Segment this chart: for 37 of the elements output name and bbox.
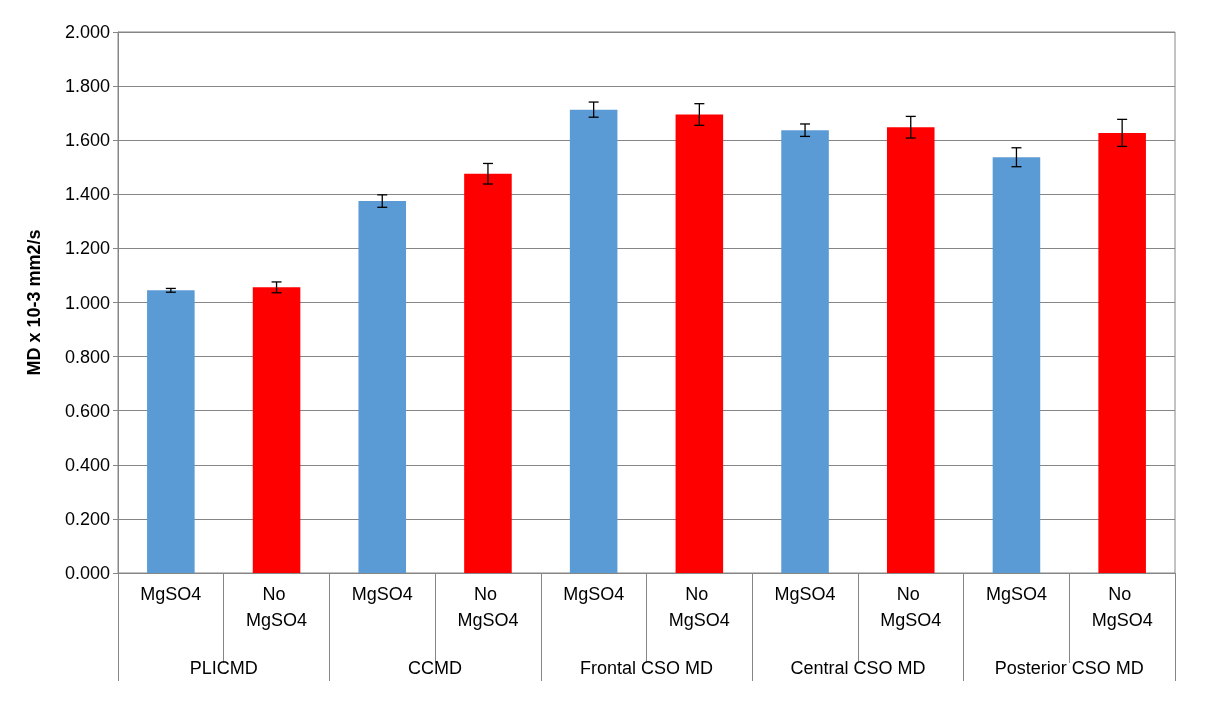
y-tick-label: 2.000 [64,22,110,42]
bar [569,109,618,573]
bar [147,290,195,573]
text: PLICMD [189,658,258,678]
x-tick-label: No MgSO4 [246,584,308,630]
text: Frontal CSO MD [579,658,714,678]
x-tick-label: MgSO4 [563,584,625,604]
x-tick-label: MgSO4 [985,584,1047,604]
text: CCMD [408,658,463,678]
y-tick-label: 1.400 [64,184,110,205]
y-tick-label: 1.200 [64,238,110,259]
bar [675,114,724,573]
y-tick-label: 1.000 [64,292,110,313]
bar [358,201,407,573]
text: Posterior CSO MD [994,658,1144,678]
bar [464,173,512,573]
y-tick-label: 0.200 [64,508,110,529]
bar [1098,132,1146,573]
text: Central CSO MD [790,658,926,678]
bar [252,287,301,573]
y-tick-label: 1.600 [64,130,110,151]
x-tick-label: MgSO4 [774,584,836,604]
y-tick-label: 0.600 [64,400,110,421]
bar [886,127,935,573]
y-tick-label: 0.000 [64,563,110,583]
bar [781,130,829,573]
y-tick-label: 0.800 [64,346,110,367]
y-tick-label: 1.800 [64,76,110,97]
x-tick-label: No MgSO4 [457,584,519,630]
x-tick-label: No MgSO4 [1091,584,1153,630]
y-axis-title: MD x 10-3 mm2/s [24,229,44,376]
x-tick-label: MgSO4 [140,584,202,604]
y-tick-label: 0.400 [64,454,110,475]
x-tick-label: No MgSO4 [880,584,942,630]
bar [992,157,1041,573]
x-tick-label: No MgSO4 [668,584,730,630]
x-tick-label: MgSO4 [351,584,413,604]
